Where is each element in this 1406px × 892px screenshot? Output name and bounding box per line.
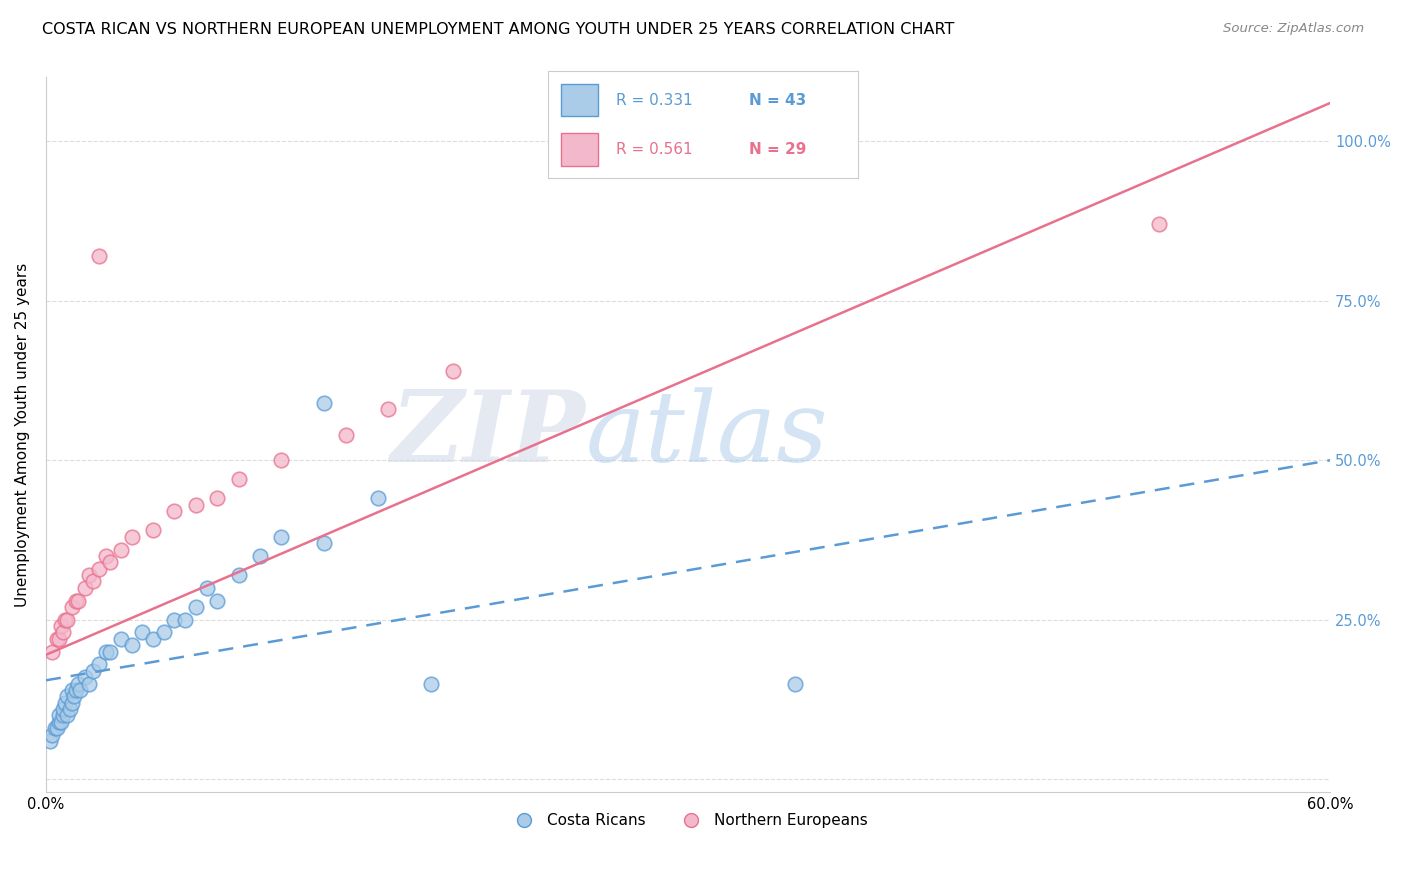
Point [249, 549, 271, 563]
Point [82, 574, 104, 589]
Point [65, 593, 87, 607]
Point [184, 498, 207, 512]
Text: ZIP: ZIP [391, 386, 585, 483]
Point [98, 645, 121, 659]
Point [49, 714, 72, 729]
Point [142, 524, 165, 538]
Point [89, 657, 111, 672]
Legend: Costa Ricans, Northern Europeans: Costa Ricans, Northern Europeans [502, 807, 875, 834]
Point [314, 536, 336, 550]
Point [121, 638, 143, 652]
Point [56, 690, 79, 704]
Point [441, 364, 464, 378]
Point [56, 708, 79, 723]
Point [110, 632, 132, 646]
Point [45, 721, 67, 735]
Point [39, 734, 62, 748]
Point [89, 249, 111, 263]
Point [98, 555, 121, 569]
Point [52, 625, 75, 640]
Point [195, 581, 218, 595]
Point [174, 613, 197, 627]
Point [53, 613, 76, 627]
Point [142, 632, 165, 646]
FancyBboxPatch shape [561, 84, 598, 116]
Point [73, 581, 96, 595]
Point [377, 402, 399, 417]
Point [41, 727, 63, 741]
Point [228, 472, 250, 486]
Text: R = 0.561: R = 0.561 [616, 142, 693, 157]
Point [52, 702, 75, 716]
Point [270, 453, 292, 467]
Text: N = 43: N = 43 [749, 93, 807, 108]
Point [67, 593, 90, 607]
Y-axis label: Unemployment Among Youth under 25 years: Unemployment Among Youth under 25 years [15, 262, 30, 607]
Point [314, 396, 336, 410]
Text: Source: ZipAtlas.com: Source: ZipAtlas.com [1223, 22, 1364, 36]
Point [69, 682, 91, 697]
Point [335, 427, 357, 442]
Point [56, 613, 79, 627]
Point [94, 645, 117, 659]
Point [420, 676, 443, 690]
Point [270, 530, 292, 544]
Point [44, 721, 66, 735]
Point [58, 702, 80, 716]
Point [60, 696, 83, 710]
Text: COSTA RICAN VS NORTHERN EUROPEAN UNEMPLOYMENT AMONG YOUTH UNDER 25 YEARS CORRELA: COSTA RICAN VS NORTHERN EUROPEAN UNEMPLO… [42, 22, 955, 37]
Point [184, 599, 207, 614]
Point [110, 542, 132, 557]
Point [45, 632, 67, 646]
Point [163, 504, 186, 518]
Text: R = 0.331: R = 0.331 [616, 93, 693, 108]
Point [205, 593, 228, 607]
Point [785, 676, 807, 690]
Point [53, 696, 76, 710]
Point [89, 562, 111, 576]
FancyBboxPatch shape [561, 134, 598, 166]
Point [152, 625, 174, 640]
Point [77, 676, 100, 690]
Point [67, 676, 90, 690]
Point [228, 568, 250, 582]
Point [82, 664, 104, 678]
Point [77, 568, 100, 582]
Point [60, 682, 83, 697]
Point [60, 599, 83, 614]
Point [131, 625, 153, 640]
Point [367, 491, 389, 506]
Point [205, 491, 228, 506]
Point [48, 714, 70, 729]
Point [73, 670, 96, 684]
Point [49, 619, 72, 633]
Point [163, 613, 186, 627]
Point [1147, 217, 1170, 231]
Point [94, 549, 117, 563]
Point [62, 690, 84, 704]
Text: atlas: atlas [585, 387, 828, 483]
Point [48, 632, 70, 646]
Text: N = 29: N = 29 [749, 142, 807, 157]
Point [65, 682, 87, 697]
Point [41, 645, 63, 659]
Point [48, 708, 70, 723]
Point [52, 708, 75, 723]
Point [121, 530, 143, 544]
